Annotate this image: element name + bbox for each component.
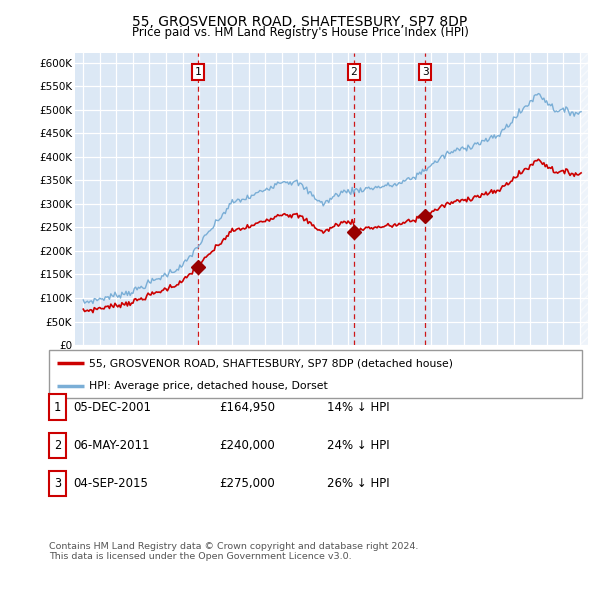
Text: 1: 1 xyxy=(54,401,61,414)
FancyBboxPatch shape xyxy=(49,350,582,398)
Bar xyxy=(580,53,588,345)
Text: 24% ↓ HPI: 24% ↓ HPI xyxy=(327,439,389,452)
Text: 06-MAY-2011: 06-MAY-2011 xyxy=(73,439,150,452)
Text: 2: 2 xyxy=(350,67,357,77)
Text: 05-DEC-2001: 05-DEC-2001 xyxy=(73,401,151,414)
Text: 14% ↓ HPI: 14% ↓ HPI xyxy=(327,401,389,414)
Text: HPI: Average price, detached house, Dorset: HPI: Average price, detached house, Dors… xyxy=(89,381,328,391)
Text: 26% ↓ HPI: 26% ↓ HPI xyxy=(327,477,389,490)
Text: 3: 3 xyxy=(422,67,429,77)
Text: 2: 2 xyxy=(54,439,61,452)
Text: £275,000: £275,000 xyxy=(219,477,275,490)
Text: 3: 3 xyxy=(54,477,61,490)
Text: Price paid vs. HM Land Registry's House Price Index (HPI): Price paid vs. HM Land Registry's House … xyxy=(131,26,469,39)
Text: 55, GROSVENOR ROAD, SHAFTESBURY, SP7 8DP (detached house): 55, GROSVENOR ROAD, SHAFTESBURY, SP7 8DP… xyxy=(89,358,453,368)
Text: 55, GROSVENOR ROAD, SHAFTESBURY, SP7 8DP: 55, GROSVENOR ROAD, SHAFTESBURY, SP7 8DP xyxy=(133,15,467,29)
Text: £164,950: £164,950 xyxy=(219,401,275,414)
Text: 04-SEP-2015: 04-SEP-2015 xyxy=(73,477,148,490)
Text: £240,000: £240,000 xyxy=(219,439,275,452)
Text: 1: 1 xyxy=(194,67,201,77)
Text: Contains HM Land Registry data © Crown copyright and database right 2024.
This d: Contains HM Land Registry data © Crown c… xyxy=(49,542,419,561)
